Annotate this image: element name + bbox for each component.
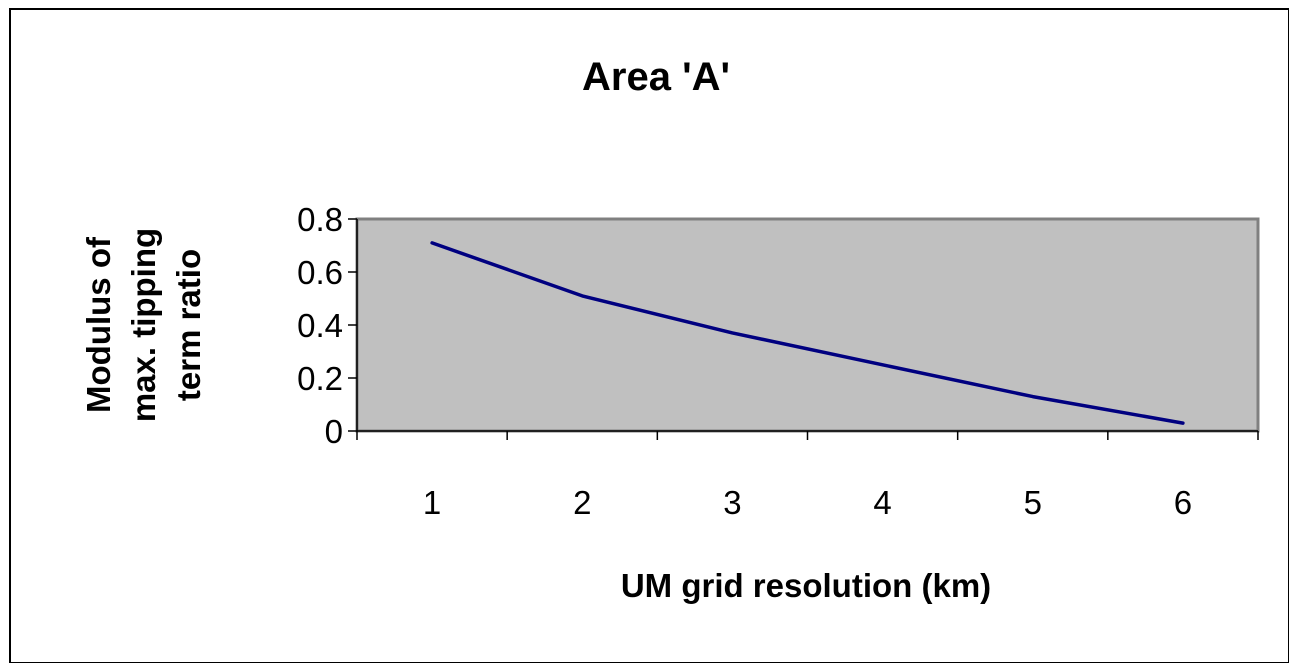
x-tick-label: 3	[723, 484, 741, 521]
y-axis-label-line-3: term ratio	[170, 249, 207, 401]
y-axis-label-line-2: max. tipping	[125, 228, 162, 422]
y-axis-label: Modulus of max. tipping term ratio	[80, 228, 207, 422]
x-tick-label: 2	[573, 484, 591, 521]
x-tick-label: 1	[423, 484, 441, 521]
y-axis-label-line-1: Modulus of	[80, 236, 117, 413]
y-tick-label: 0.4	[297, 307, 343, 344]
x-axis-label: UM grid resolution (km)	[621, 567, 991, 604]
y-tick-label: 0.2	[297, 360, 343, 397]
chart-title: Area 'A'	[582, 55, 730, 99]
series-line	[430, 241, 1185, 425]
plot-area	[355, 217, 1260, 433]
x-tick-label: 5	[1024, 484, 1042, 521]
x-tick-label: 4	[873, 484, 891, 521]
y-tick-label: 0.6	[297, 254, 343, 291]
y-tick-label: 0	[325, 413, 343, 450]
x-tick-label: 6	[1174, 484, 1192, 521]
y-tick-label: 0.8	[297, 201, 343, 238]
x-axis-ticks: 1 2 3 4 5 6	[356, 431, 1259, 521]
y-axis-ticks: 0 0.2 0.4 0.6 0.8	[297, 201, 357, 450]
